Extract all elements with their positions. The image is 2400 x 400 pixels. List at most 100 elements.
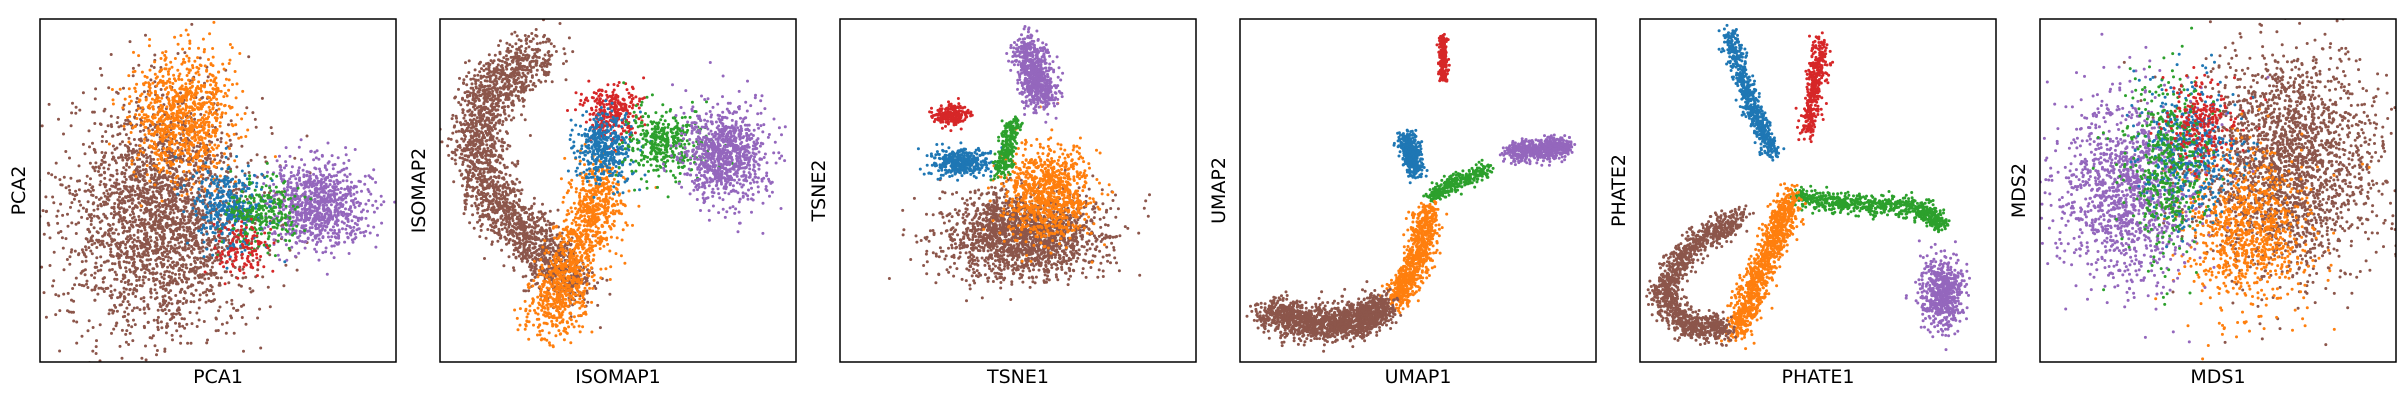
scatter-point [217, 70, 221, 74]
scatter-point [130, 257, 134, 261]
scatter-point [179, 341, 183, 345]
scatter-point [207, 125, 211, 129]
scatter-point [150, 173, 154, 177]
scatter-point [83, 273, 87, 277]
scatter-point [376, 233, 379, 237]
scatter-point [187, 218, 191, 222]
scatter-point [211, 64, 215, 68]
scatter-point [131, 220, 135, 224]
scatter-point [282, 203, 286, 207]
scatter-point [241, 276, 245, 280]
scatter-point [140, 221, 143, 225]
scatter-point [333, 210, 337, 214]
scatter-point [353, 148, 357, 151]
scatter-point [159, 168, 163, 172]
scatter-point [336, 242, 340, 246]
scatter-point [78, 179, 81, 183]
scatter-point [189, 188, 193, 191]
scatter-point [127, 156, 131, 160]
scatter-point [264, 223, 268, 227]
scatter-point [110, 296, 113, 300]
scatter-point [184, 300, 188, 304]
scatter-point [281, 193, 285, 197]
scatter-point [298, 198, 302, 202]
scatter-point [127, 136, 131, 140]
scatter-point [120, 328, 124, 332]
scatter-point [177, 148, 181, 152]
scatter-point [217, 205, 221, 209]
scatter-point [155, 100, 159, 104]
scatter-point [150, 215, 154, 219]
scatter-point [108, 224, 112, 227]
scatter-point [158, 302, 162, 306]
scatter-point [173, 142, 177, 146]
scatter-point [144, 153, 148, 157]
scatter-point [159, 210, 163, 214]
scatter-point [148, 38, 152, 41]
scatter-point [62, 268, 66, 272]
scatter-point [187, 92, 190, 96]
scatter-point [153, 220, 157, 224]
scatter-point [243, 112, 247, 115]
scatter-point [143, 238, 147, 242]
scatter-point [234, 219, 237, 223]
scatter-point [305, 174, 309, 178]
scatter-point [211, 74, 215, 78]
scatter-point [92, 110, 96, 114]
scatter-point [243, 248, 247, 252]
scatter-point [213, 134, 217, 138]
scatter-point [110, 268, 114, 271]
scatter-point [355, 190, 359, 194]
scatter-point [323, 201, 327, 205]
scatter-point [193, 276, 197, 280]
scatter-point [222, 67, 226, 71]
scatter-point [244, 189, 248, 193]
scatter-point [151, 276, 155, 280]
scatter-point [205, 215, 209, 219]
scatter-point [238, 197, 242, 201]
scatter-point [110, 88, 114, 91]
scatter-point [145, 115, 149, 119]
scatter-points [40, 20, 396, 362]
scatter-point [156, 308, 160, 312]
scatter-point [165, 161, 169, 165]
scatter-point [345, 215, 349, 219]
scatter-point [146, 221, 150, 225]
scatter-point [287, 246, 291, 250]
scatter-point [230, 105, 234, 109]
scatter-point [340, 198, 344, 202]
scatter-point [163, 67, 167, 71]
scatter-point [125, 306, 129, 310]
scatter-point [142, 211, 146, 215]
scatter-point [164, 176, 168, 180]
scatter-point [182, 218, 186, 222]
scatter-point [266, 196, 270, 200]
scatter-point [123, 97, 127, 101]
scatter-point [93, 285, 97, 289]
scatter-point [213, 143, 217, 147]
scatter-point [194, 161, 198, 165]
scatter-point [143, 208, 147, 211]
scatter-point [139, 208, 143, 212]
scatter-point [48, 264, 52, 267]
scatter-point [133, 150, 136, 154]
scatter-point [313, 191, 317, 195]
scatter-point [234, 96, 238, 100]
scatter-point [122, 166, 126, 170]
scatter-point [81, 250, 85, 254]
scatter-point [123, 296, 127, 300]
scatter-point [62, 132, 65, 136]
scatter-point [210, 140, 214, 144]
scatter-point [325, 198, 329, 202]
scatter-point [149, 78, 153, 82]
scatter-point [374, 180, 378, 184]
scatter-point [193, 59, 197, 63]
scatter-point [297, 251, 301, 255]
scatter-point [145, 189, 149, 193]
scatter-point [211, 253, 215, 257]
scatter-point [109, 284, 113, 288]
scatter-point [294, 241, 298, 245]
scatter-point [323, 166, 327, 169]
scatter-point [173, 243, 177, 247]
scatter-point [213, 116, 217, 120]
